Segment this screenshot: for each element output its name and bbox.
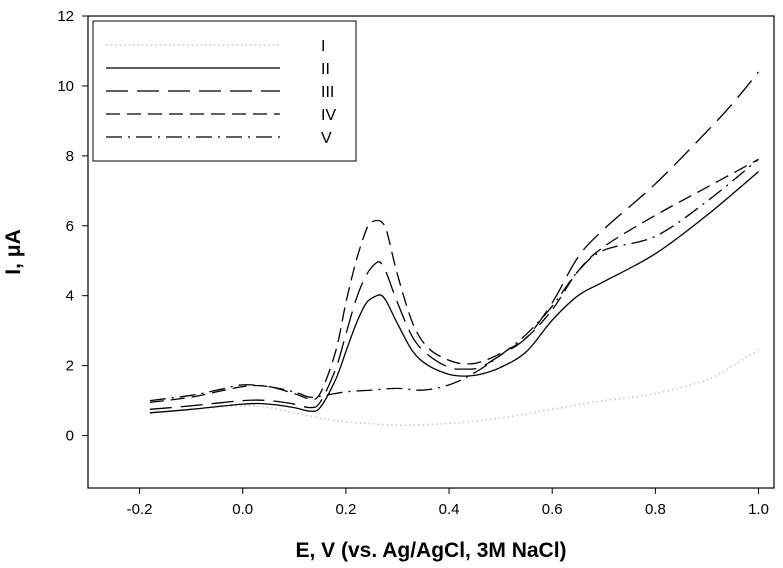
series-line-iv (149, 158, 759, 403)
x-tick-label: 0.2 (335, 501, 356, 518)
x-axis-title: E, V (vs. Ag/AgCl, 3M NaCl) (295, 539, 566, 562)
x-tick-label: -0.2 (127, 501, 153, 518)
x-tick-label: 0.6 (542, 501, 563, 518)
series-line-ii (149, 171, 759, 414)
x-tick-label: 0.4 (439, 501, 460, 518)
y-tick-label: 8 (66, 148, 74, 165)
legend-label-iii: III (321, 84, 334, 101)
series-layer (149, 71, 760, 426)
x-tick-label: 0.8 (645, 501, 666, 518)
x-tick-label: 0.0 (232, 501, 253, 518)
series-line-v (149, 158, 759, 402)
y-tick-label: 12 (57, 8, 74, 25)
legend-box (92, 20, 357, 162)
series-line-i (149, 349, 759, 426)
legend-label-ii: II (321, 61, 330, 78)
y-axis: 0 2 4 6 8 10 12 (57, 8, 88, 445)
y-axis-title: I, μA (2, 229, 25, 275)
x-tick-label: 1.0 (748, 501, 769, 518)
y-tick-label: 6 (66, 218, 74, 235)
plot-area-frame (87, 15, 775, 489)
x-axis: -0.2 0.0 0.2 0.4 0.6 0.8 1.0 (127, 488, 769, 518)
y-tick-label: 0 (66, 428, 74, 445)
legend-label-v: V (321, 130, 332, 147)
y-tick-label: 10 (57, 78, 74, 95)
series-line-iii (149, 71, 760, 410)
legend-label-iv: IV (321, 107, 336, 124)
y-tick-label: 4 (66, 288, 74, 305)
legend-label-i: I (321, 38, 325, 55)
y-tick-label: 2 (66, 358, 74, 375)
